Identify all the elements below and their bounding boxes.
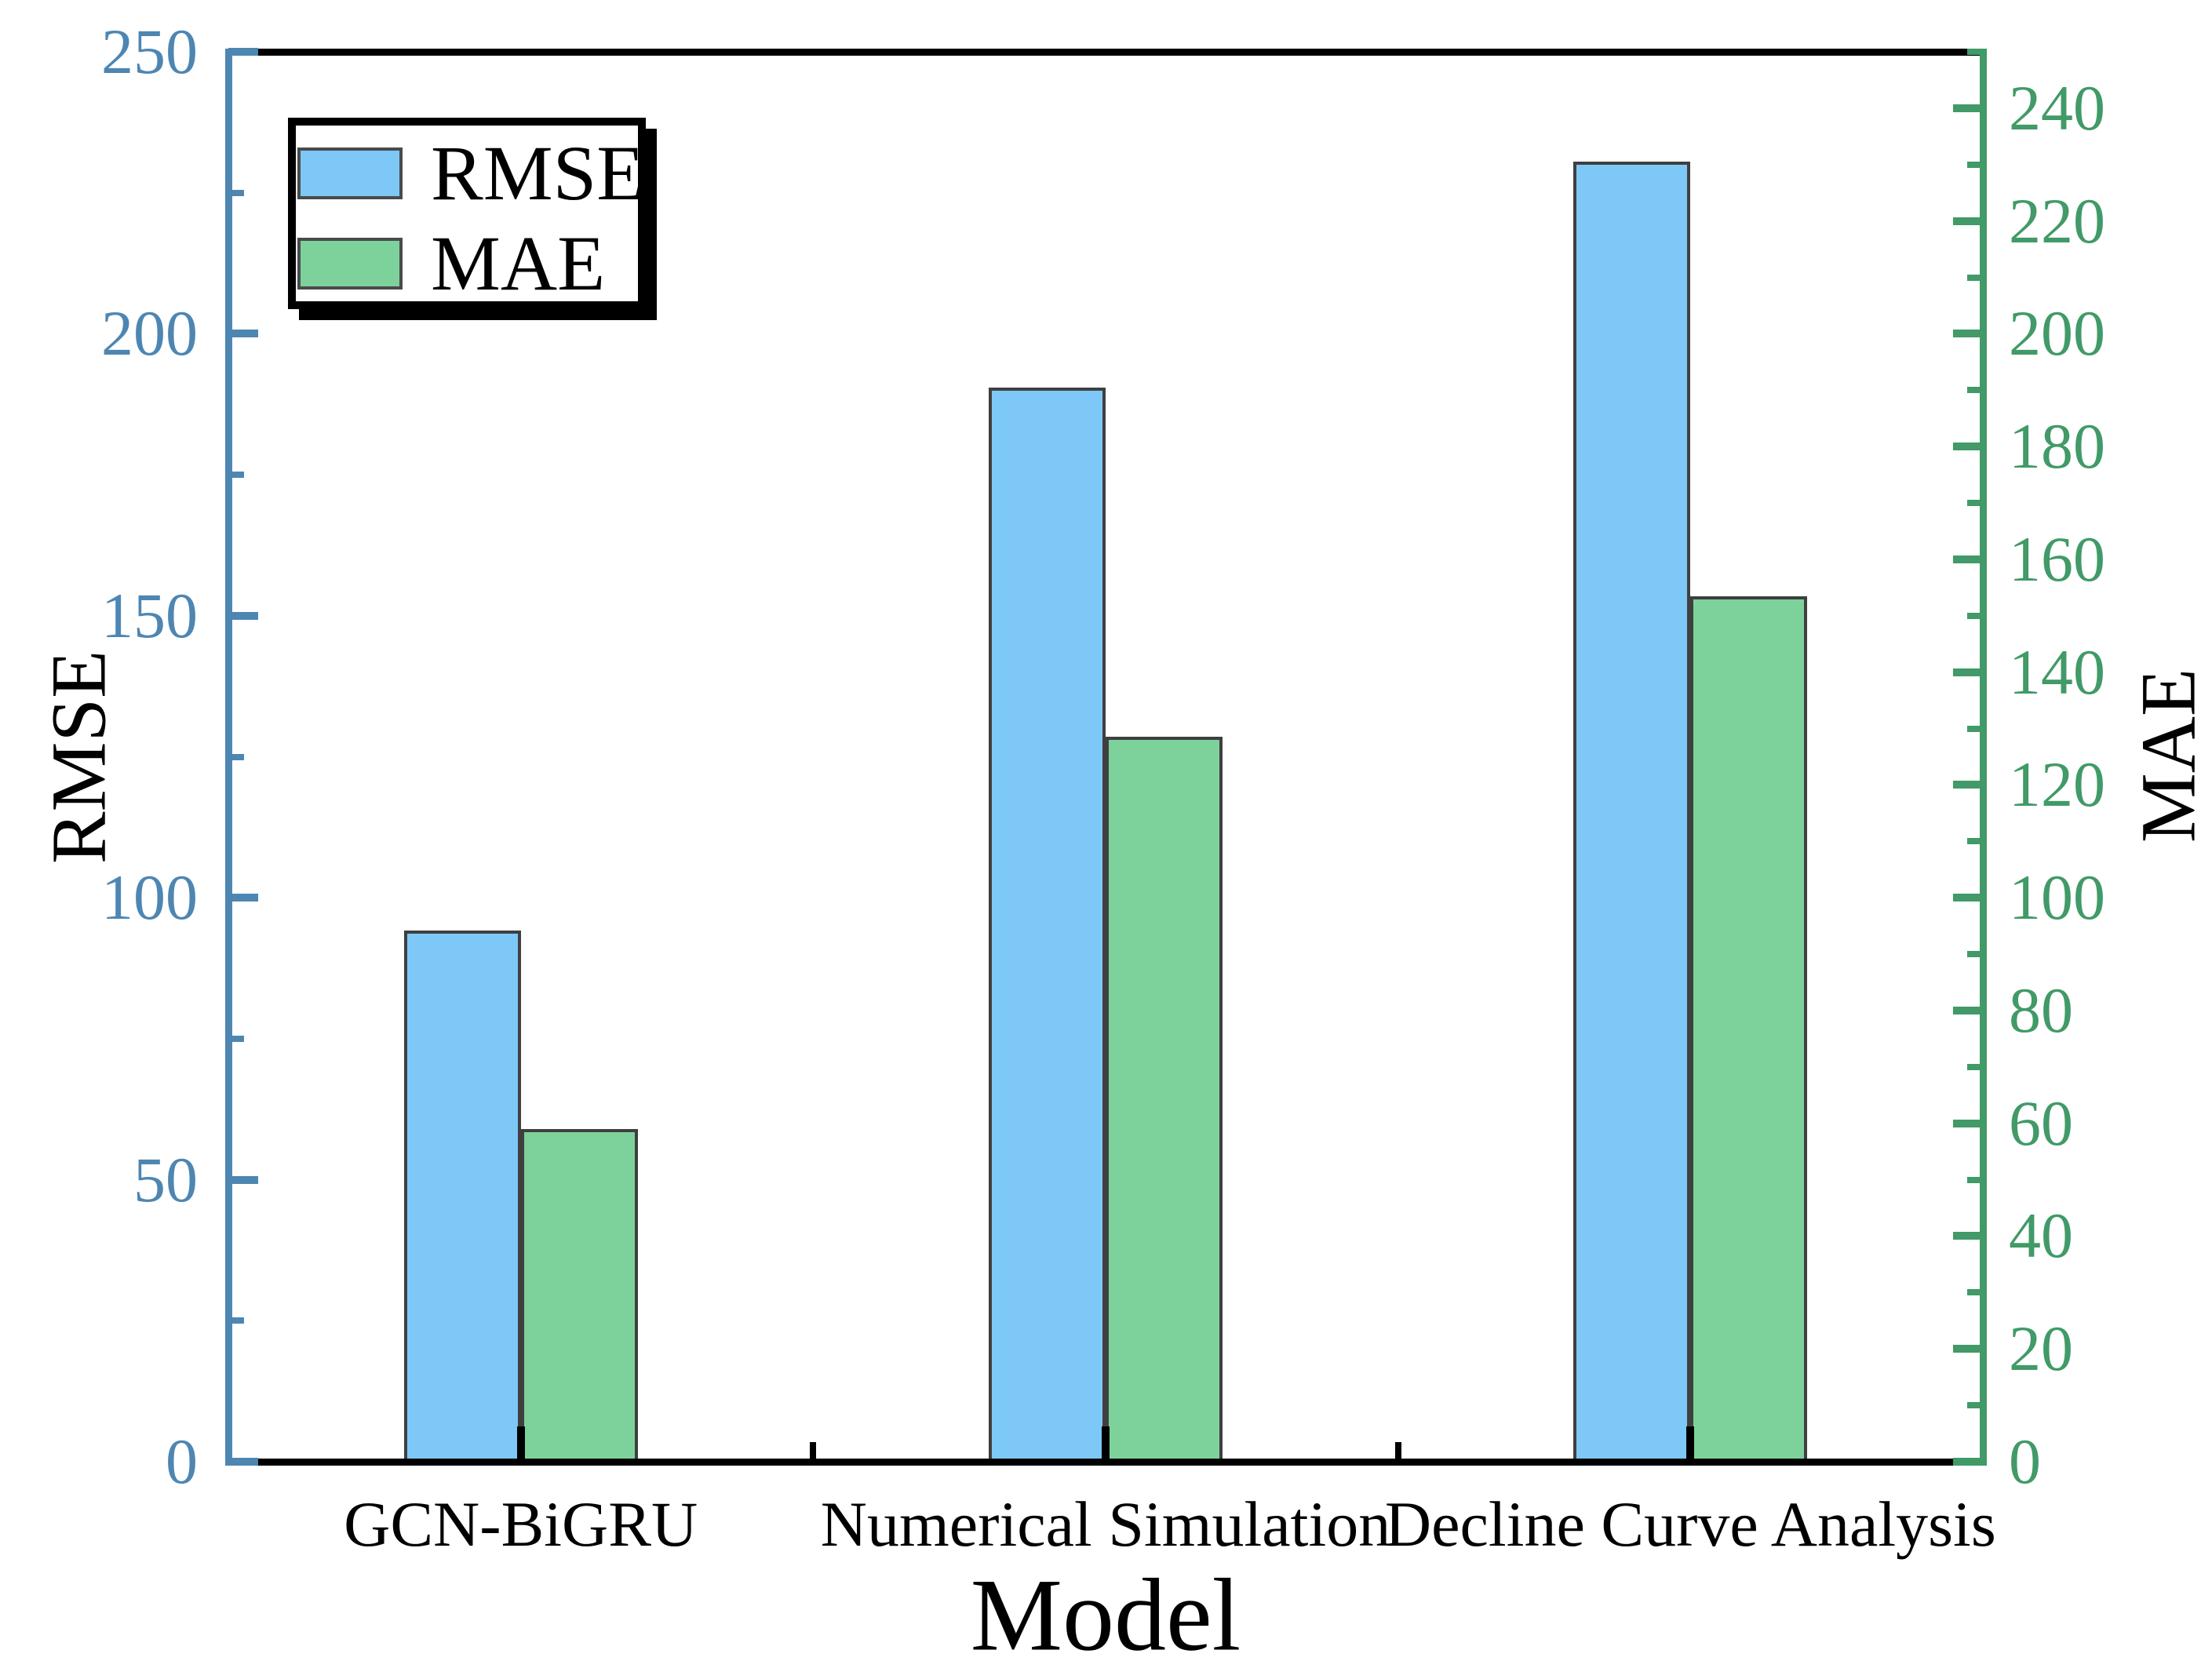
right-axis-major-tick-40: [1953, 1232, 1983, 1240]
bar-rmse-0: [403, 930, 521, 1462]
right-axis-minor-tick-10: [1967, 1402, 1983, 1409]
right-axis-minor-tick-150: [1967, 612, 1983, 619]
x-axis-major-tick-0: [516, 1426, 525, 1462]
right-axis-tick-label-80: 80: [2009, 974, 2073, 1046]
left-axis-major-tick-0: [228, 1458, 258, 1466]
x-category-label-0: GCN-BiGRU: [344, 1488, 698, 1560]
legend-swatch-mae: [297, 238, 403, 290]
right-axis-major-tick-100: [1953, 894, 1983, 902]
right-axis-tick-label-40: 40: [2009, 1200, 2073, 1272]
x-category-label-1: Numerical Simulation: [820, 1488, 1391, 1560]
x-axis-major-tick-1: [1102, 1426, 1110, 1462]
left-axis-major-tick-250: [228, 48, 258, 56]
bottom-axis-line: [224, 1458, 1987, 1466]
left-axis-minor-tick-225: [228, 189, 244, 196]
left-axis-title: RMSE: [35, 650, 122, 865]
right-axis-major-tick-0: [1953, 1458, 1983, 1466]
bar-mae-2: [1690, 596, 1808, 1462]
right-axis-minor-tick-50: [1967, 1176, 1983, 1183]
left-axis-major-tick-200: [228, 330, 258, 338]
right-axis-minor-tick-110: [1967, 838, 1983, 845]
bar-mae-1: [1106, 737, 1223, 1462]
right-axis-minor-tick-30: [1967, 1289, 1983, 1296]
left-axis-tick-label-200: 200: [101, 297, 198, 370]
left-axis-tick-label-0: 0: [166, 1426, 198, 1497]
right-axis-major-tick-80: [1953, 1006, 1983, 1014]
right-axis-tick-label-120: 120: [2009, 749, 2105, 821]
right-axis-tick-label-140: 140: [2009, 636, 2105, 708]
left-axis-tick-label-100: 100: [101, 861, 198, 934]
left-axis-major-tick-150: [228, 611, 258, 620]
right-axis-tick-label-100: 100: [2009, 861, 2105, 934]
right-axis-title: MAE: [2124, 668, 2212, 843]
right-axis-tick-label-180: 180: [2009, 410, 2105, 483]
left-axis-tick-label-50: 50: [133, 1143, 198, 1215]
right-axis-tick-label-20: 20: [2009, 1313, 2073, 1385]
right-axis-major-tick-140: [1953, 668, 1983, 676]
top-axis-line: [224, 48, 1987, 56]
left-axis-minor-tick-25: [228, 1317, 244, 1324]
right-axis-tick-label-60: 60: [2009, 1087, 2073, 1159]
right-axis-major-tick-120: [1953, 781, 1983, 789]
right-axis-tick-label-200: 200: [2009, 297, 2105, 370]
x-category-label-2: Decline Curve Analysis: [1384, 1488, 1996, 1560]
right-axis-tick-label-0: 0: [2009, 1426, 2041, 1497]
left-axis-minor-tick-175: [228, 472, 244, 479]
legend-label-mae: MAE: [431, 220, 606, 307]
bar-mae-0: [520, 1128, 638, 1462]
right-axis-tick-label-220: 220: [2009, 184, 2105, 257]
left-axis-minor-tick-75: [228, 1035, 244, 1042]
x-axis-major-tick-2: [1686, 1426, 1695, 1462]
x-axis-minor-tick-2: [1394, 1442, 1401, 1462]
right-axis-minor-tick-90: [1967, 951, 1983, 958]
right-axis-major-tick-160: [1953, 555, 1983, 563]
left-axis-tick-label-150: 150: [101, 579, 198, 651]
right-axis-major-tick-200: [1953, 330, 1983, 338]
right-axis-minor-tick-170: [1967, 500, 1983, 507]
right-axis-tick-label-240: 240: [2009, 71, 2105, 144]
bar-rmse-1: [989, 387, 1106, 1462]
right-axis-line: [1979, 48, 1987, 1466]
legend: RMSE MAE: [288, 118, 646, 309]
right-axis-major-tick-20: [1953, 1345, 1983, 1353]
right-axis-minor-tick-250: [1967, 49, 1983, 55]
x-axis-title: Model: [970, 1557, 1241, 1661]
left-axis-tick-label-250: 250: [101, 16, 198, 87]
legend-swatch-rmse: [297, 148, 403, 199]
left-axis-minor-tick-125: [228, 753, 244, 760]
right-axis-minor-tick-70: [1967, 1063, 1983, 1070]
right-axis-minor-tick-210: [1967, 274, 1983, 281]
right-axis-major-tick-240: [1953, 104, 1983, 112]
right-axis-major-tick-220: [1953, 217, 1983, 225]
right-axis-minor-tick-190: [1967, 387, 1983, 394]
left-axis-major-tick-50: [228, 1175, 258, 1184]
right-axis-major-tick-180: [1953, 443, 1983, 451]
bar-rmse-2: [1573, 162, 1691, 1462]
right-axis-major-tick-60: [1953, 1119, 1983, 1127]
right-axis-tick-label-160: 160: [2009, 523, 2105, 595]
right-axis-minor-tick-230: [1967, 161, 1983, 168]
left-axis-line: [224, 48, 232, 1466]
legend-label-rmse: RMSE: [431, 129, 645, 217]
x-axis-minor-tick-1: [810, 1442, 817, 1462]
right-axis-minor-tick-130: [1967, 725, 1983, 732]
left-axis-major-tick-100: [228, 894, 258, 902]
